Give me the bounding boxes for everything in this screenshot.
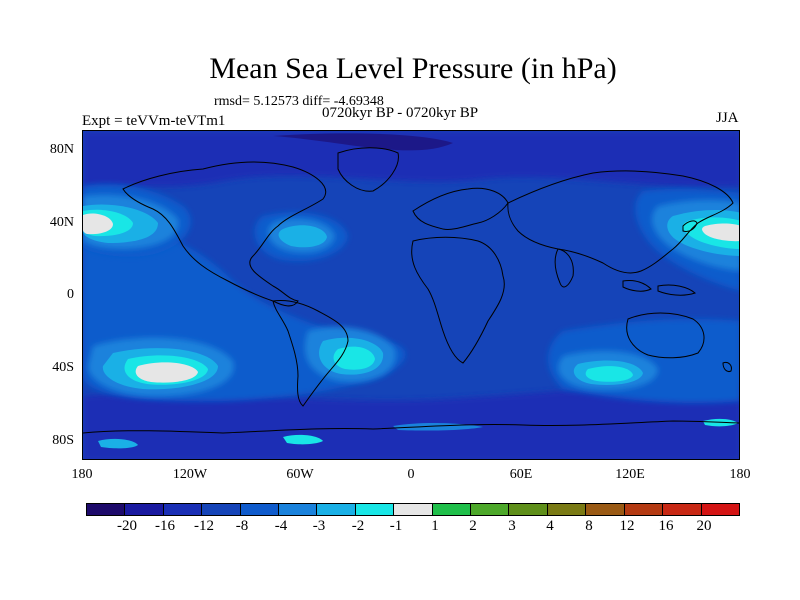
colorbar-swatch [663,504,702,515]
x-tick-label: 180 [729,467,751,482]
colorbar-swatch [432,504,472,515]
colorbar-label: 12 [619,518,635,534]
x-tick-label: 120W [172,467,208,482]
y-tick-label: 40N [49,215,74,230]
colorbar-swatch [240,504,280,515]
arctic-deep-region [273,133,453,151]
season-label: JJA [716,110,739,126]
colorbar-label: -8 [235,518,249,534]
colorbar-label: 1 [431,518,439,534]
colorbar-swatch [586,504,625,515]
colorbar-swatch [355,504,395,515]
y-tick-label: 40S [52,360,74,375]
northeast-pacific-max [83,213,113,235]
y-tick-label: 80N [49,142,74,157]
colorbar-label: 4 [546,518,554,534]
y-tick-label: 80S [52,433,74,448]
x-tick-label: 180 [71,467,93,482]
colorbar-swatch [509,504,548,515]
colorbar-swatch [317,504,356,515]
antarctic-anomaly-atlantic [283,434,323,445]
colorbar-label: -2 [351,518,365,534]
colorbar [86,503,740,516]
colorbar-label: -1 [389,518,403,534]
southern-ocean-region [83,384,739,459]
coastlines [83,147,739,434]
chart-title: Mean Sea Level Pressure (in hPa) [209,52,617,85]
colorbar-swatch [394,504,433,515]
arctic-low-region [83,131,739,189]
colorbar-label: 8 [585,518,593,534]
colorbar-label: 16 [658,518,674,534]
colorbar-label: -16 [155,518,175,534]
pressure-anomaly-map [82,130,740,460]
antarctic-anomaly-west [98,438,138,449]
colorbar-label: -20 [117,518,137,534]
south-indian-peak [585,366,633,382]
x-tick-label: 60W [286,467,314,482]
colorbar-swatch [547,504,587,515]
colorbar-swatch [279,504,318,515]
x-tick-label: 60E [509,467,533,482]
northwest-pacific-max [702,223,739,242]
map-canvas [83,131,739,459]
experiment-label: Expt = teVVm-teVTm1 [82,113,226,129]
north-atlantic-core [278,225,327,248]
south-pacific-max [135,362,198,383]
colorbar-label: 3 [508,518,516,534]
colorbar-swatch [701,504,739,515]
colorbar-swatch [125,504,164,515]
x-tick-label: 120E [615,467,645,482]
colorbar-swatch [471,504,510,515]
colorbar-label: -4 [274,518,288,534]
stats-text: rmsd= 5.12573 diff= -4.69348 [214,94,384,109]
colorbar-label: -12 [194,518,214,534]
x-tick-label: 0 [407,467,415,482]
colorbar-swatch [202,504,241,515]
colorbar-label: 20 [696,518,712,534]
colorbar-swatch [87,504,126,515]
colorbar-swatch [624,504,664,515]
colorbar-label: 2 [469,518,477,534]
period-text: 0720kyr BP - 0720kyr BP [322,105,479,121]
colorbar-swatch [163,504,203,515]
y-tick-label: 0 [67,287,74,302]
colorbar-label: -3 [312,518,326,534]
